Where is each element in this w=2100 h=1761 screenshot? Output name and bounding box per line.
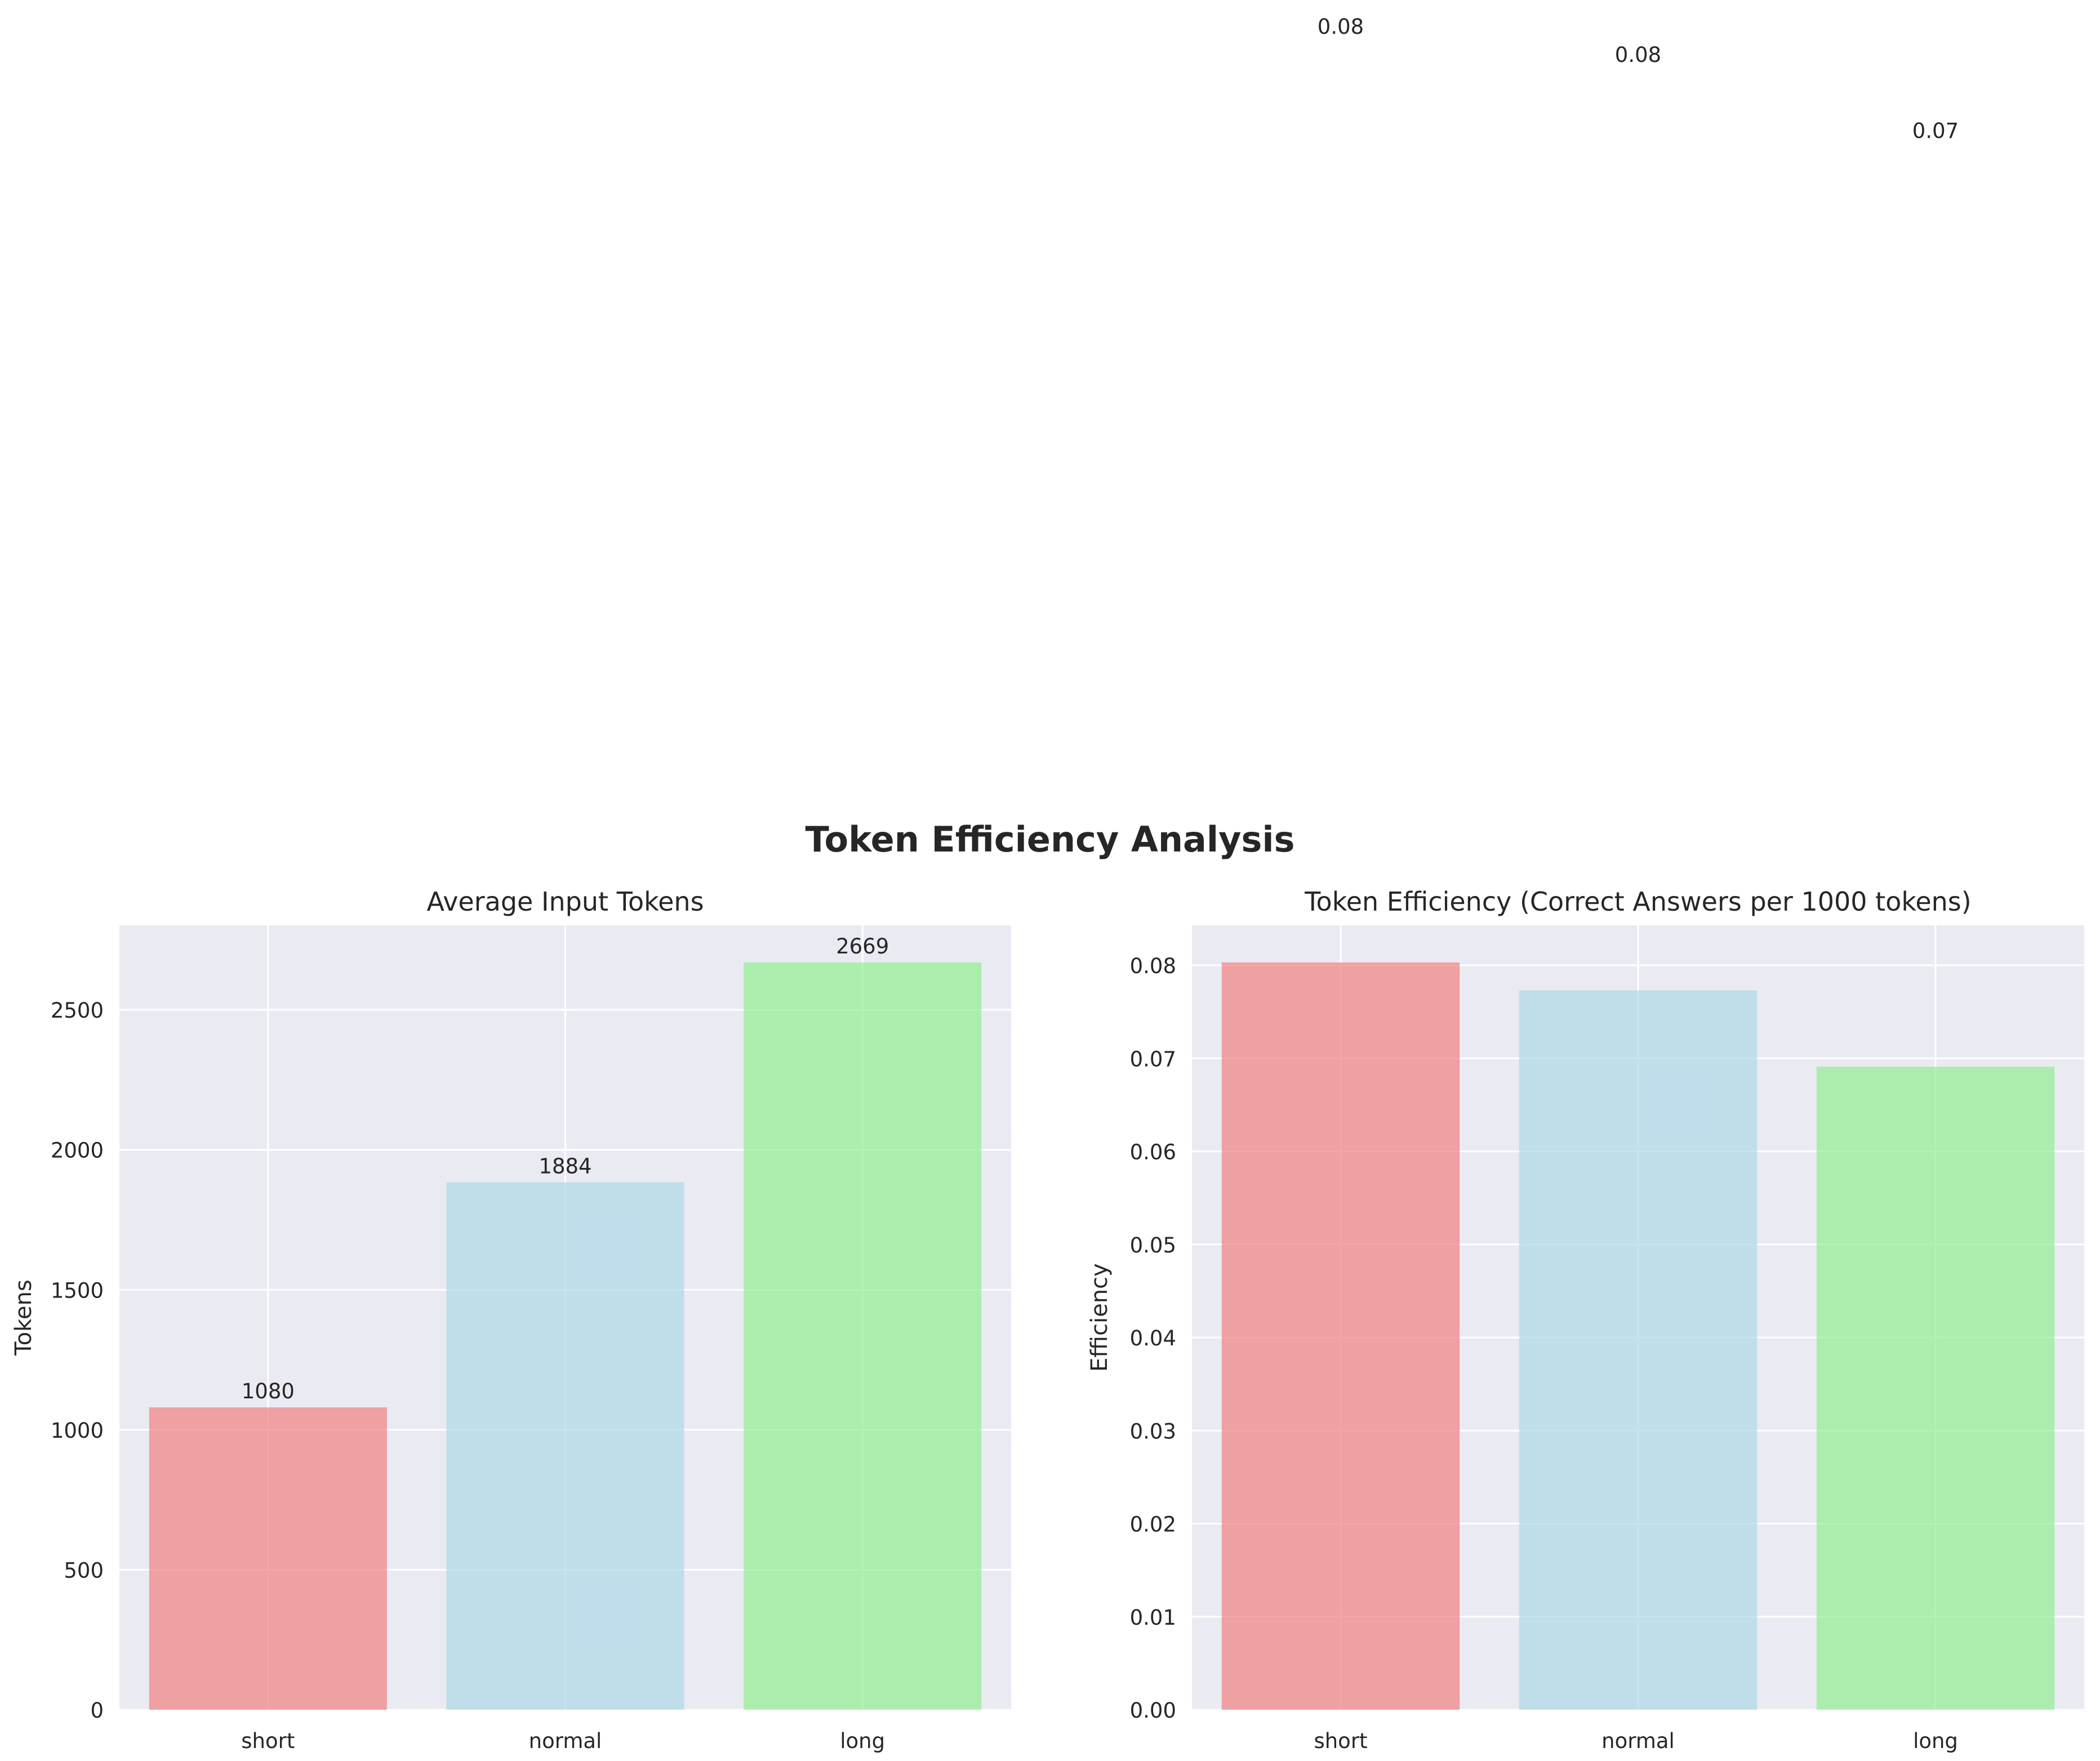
figure-suptitle: Token Efficiency Analysis: [805, 819, 1294, 860]
panel-title: Token Efficiency (Correct Answers per 10…: [1304, 886, 1971, 917]
y-tick-label: 0.03: [1130, 1419, 1176, 1443]
bar-long: [744, 962, 982, 1710]
y-tick-label: 0.08: [1130, 954, 1176, 978]
x-tick-label: short: [1314, 1729, 1367, 1753]
y-axis-label: Tokens: [11, 1279, 37, 1356]
x-tick-label: long: [840, 1729, 885, 1753]
y-tick-label: 500: [64, 1558, 104, 1582]
bar-normal: [446, 1182, 684, 1710]
y-tick-label: 0.02: [1130, 1513, 1176, 1537]
bar-value-label: 0.07: [1912, 119, 1959, 143]
panel-title: Average Input Tokens: [426, 886, 704, 917]
x-tick-label: normal: [1601, 1729, 1675, 1753]
bar-short: [149, 1407, 387, 1710]
bar-value-label: 2669: [836, 934, 889, 958]
x-tick-label: normal: [529, 1729, 602, 1753]
bar-long: [1816, 1067, 2055, 1710]
y-tick-label: 0.04: [1130, 1326, 1176, 1350]
y-tick-label: 0.06: [1130, 1140, 1176, 1165]
bar-value-label: 1080: [242, 1379, 295, 1403]
y-axis-label: Efficiency: [1087, 1263, 1113, 1372]
bar-value-label: 0.08: [1318, 15, 1364, 39]
x-tick-label: short: [241, 1729, 295, 1753]
y-tick-label: 2000: [51, 1139, 104, 1163]
y-tick-label: 0.07: [1130, 1047, 1176, 1071]
chart-token-efficiency: 0.00 0.01 0.02 0.03 0.04 0.05 0.06 0.07 0.08 shor…: [1087, 15, 2084, 1753]
y-tick-label: 0.01: [1130, 1606, 1176, 1630]
y-tick-label: 0: [90, 1698, 104, 1723]
bar-value-label: 1884: [539, 1154, 591, 1178]
y-tick-label: 1000: [51, 1419, 104, 1443]
bar-value-label: 0.08: [1615, 43, 1661, 67]
bar-normal: [1519, 990, 1758, 1710]
y-tick-label: 2500: [51, 998, 104, 1023]
y-tick-label: 0.00: [1130, 1698, 1176, 1723]
chart-average-input-tokens: 0 500 1000 1500 2000 2500 short normal long 1080 1…: [11, 886, 1011, 1753]
bar-short: [1221, 962, 1460, 1710]
x-tick-label: long: [1913, 1729, 1958, 1753]
y-tick-label: 0.05: [1130, 1233, 1176, 1258]
y-tick-label: 1500: [51, 1278, 104, 1303]
